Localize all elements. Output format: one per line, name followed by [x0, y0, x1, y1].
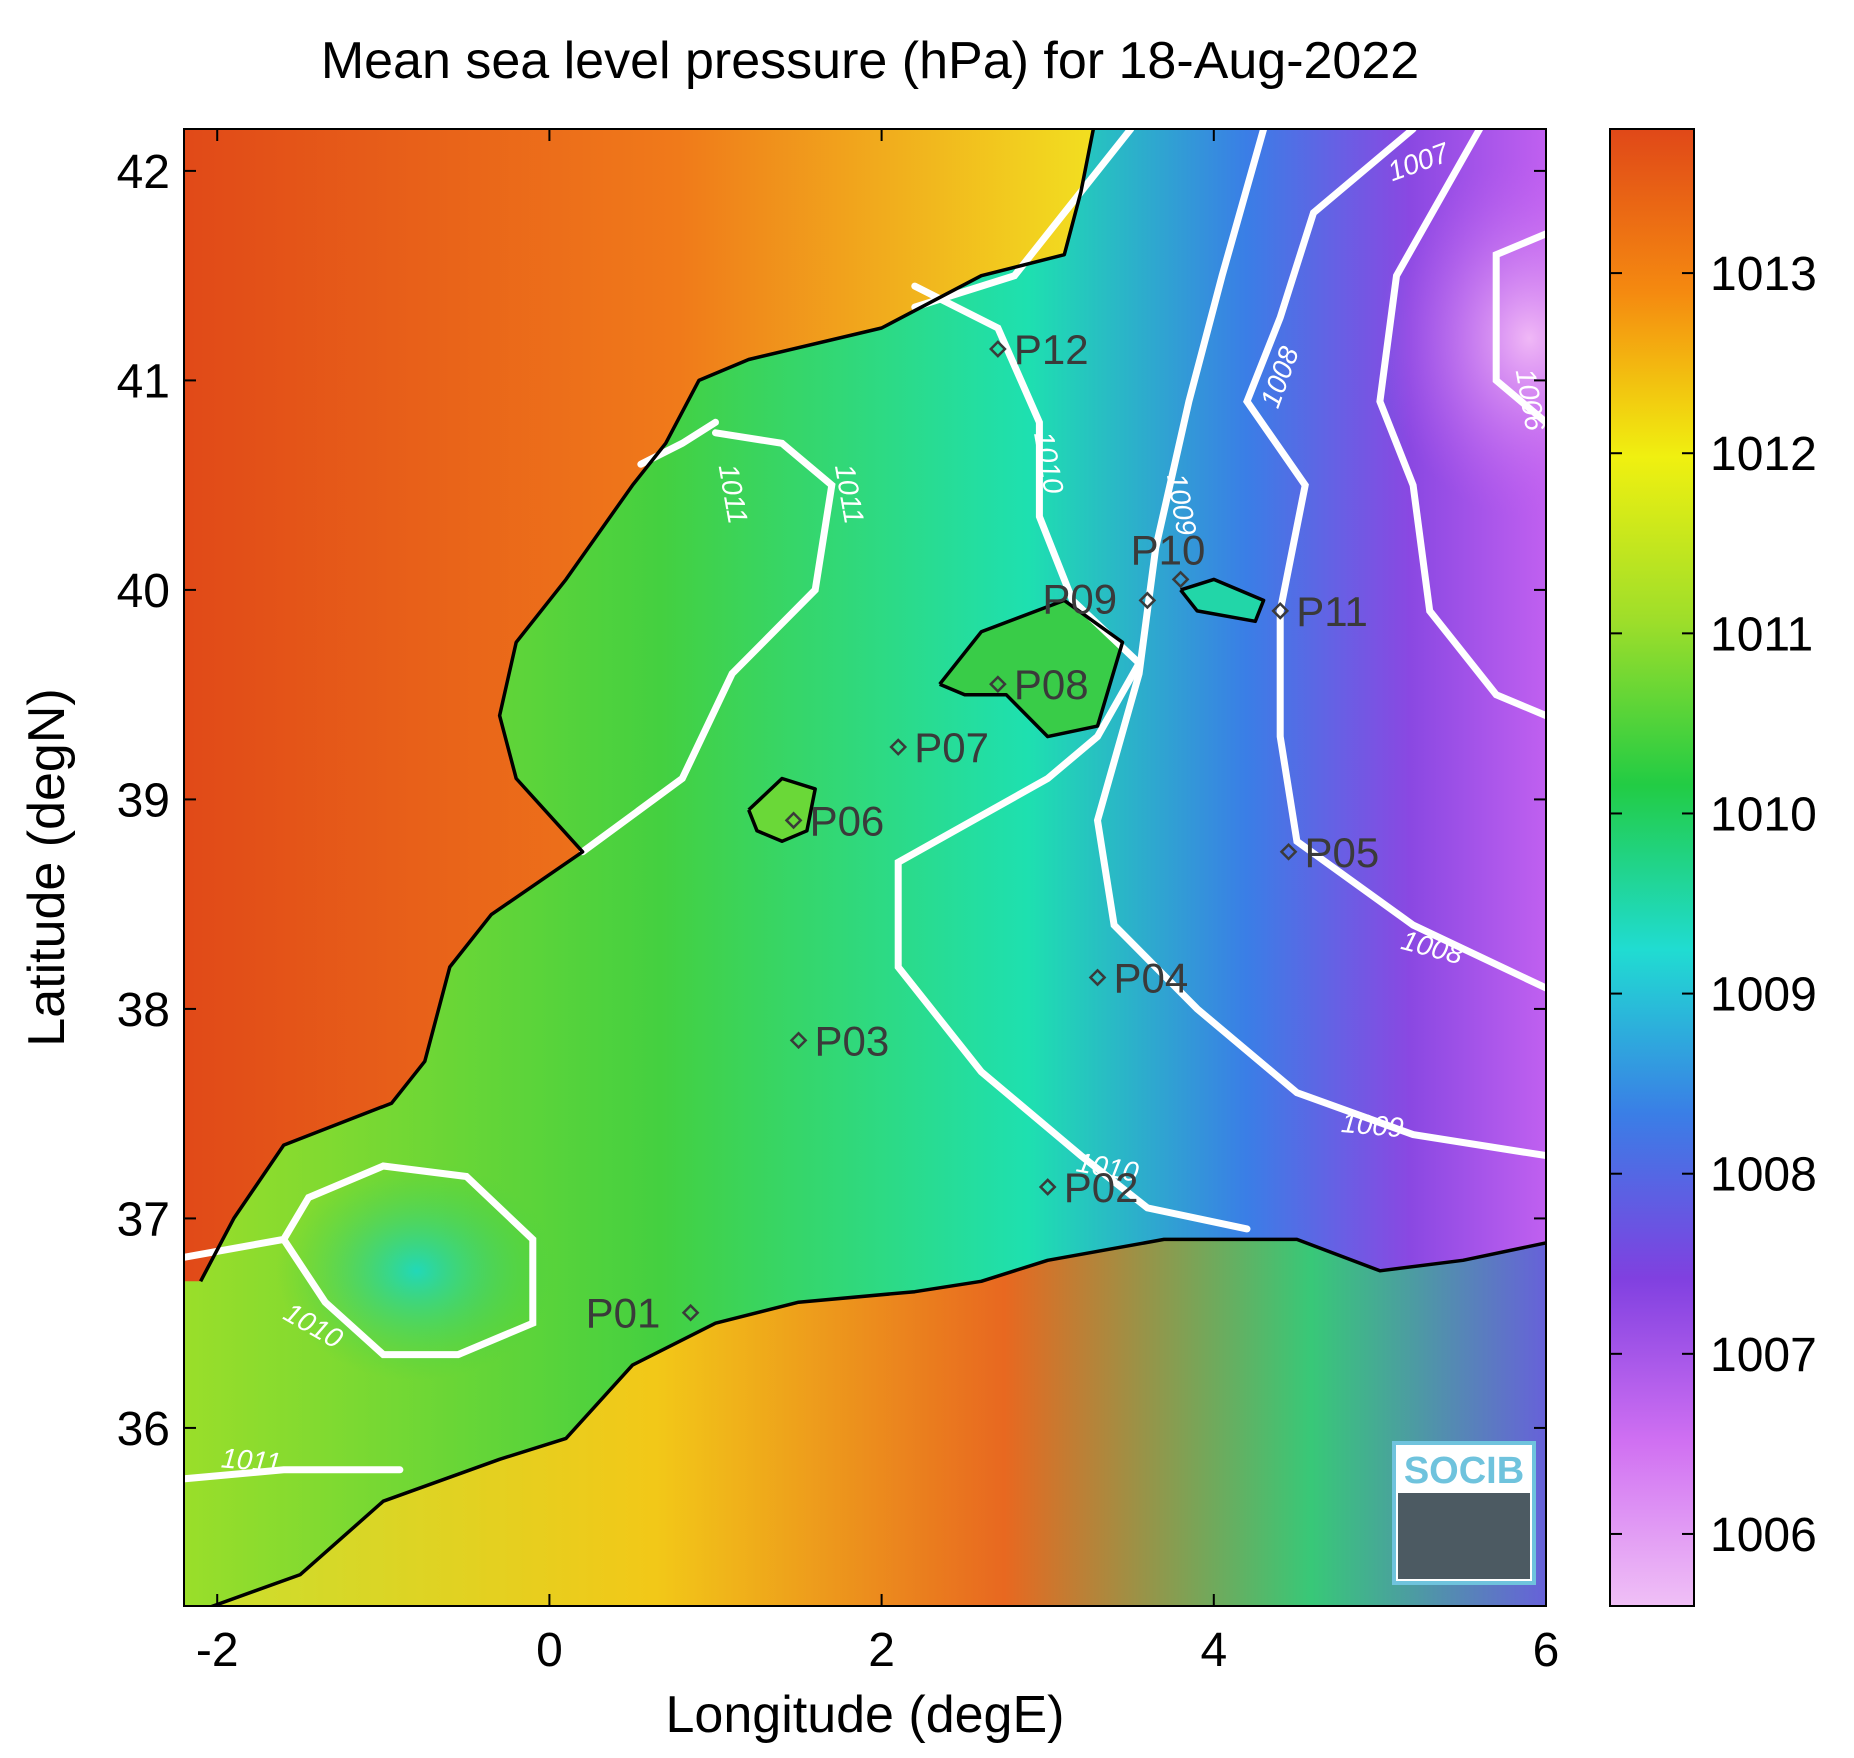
station-marker — [1138, 591, 1157, 610]
y-tick-label: 38 — [117, 984, 170, 1037]
station-label: P11 — [1296, 588, 1368, 635]
coastline-segment — [938, 598, 1125, 739]
station-label: P01 — [586, 1290, 661, 1337]
station-marker — [1271, 602, 1290, 620]
x-tick-label: 2 — [868, 1624, 895, 1677]
x-tick-label: 0 — [536, 1624, 563, 1677]
isobar-line — [1376, 129, 1546, 720]
y-tick-label: 37 — [117, 1193, 170, 1246]
isobar-line — [184, 1162, 537, 1359]
isobar-line — [1093, 129, 1546, 1160]
station-marker — [1279, 842, 1298, 861]
station-marker — [681, 1303, 700, 1322]
isobar-line — [1492, 230, 1546, 426]
coastline-segment — [747, 776, 817, 844]
africa-land-field — [213, 1239, 1546, 1606]
station-marker — [1038, 1178, 1057, 1196]
isobar-line — [911, 129, 1135, 311]
x-axis-label: Longitude (degE) — [666, 1686, 1065, 1744]
station-label: P09 — [1042, 575, 1117, 622]
ibiza-land — [748, 778, 816, 842]
station-label: P08 — [1014, 661, 1089, 708]
coastline-segment — [1179, 577, 1266, 624]
colorbar-tick-label: 1013 — [1710, 248, 1817, 301]
y-tick-label: 40 — [117, 565, 170, 618]
iberia-land-field — [184, 129, 1094, 1282]
plot-frame — [183, 128, 1547, 1607]
station-label: P10 — [1131, 526, 1206, 573]
isobar-line — [184, 1466, 404, 1483]
logo-wave-icon — [1398, 1493, 1530, 1579]
station-marker — [1088, 968, 1107, 987]
coastline — [199, 129, 1546, 1606]
y-axis-ticks: 36 37 38 39 40 41 42 — [117, 146, 1546, 1456]
station-label: P07 — [914, 724, 989, 771]
mallorca-land — [939, 600, 1123, 737]
x-tick-label: -2 — [196, 1624, 239, 1677]
socib-logo: SOCIB — [1392, 1441, 1536, 1585]
station-marker — [889, 738, 908, 756]
isobar-label: 1011 — [220, 1442, 283, 1478]
x-axis-ticks: -2 0 2 4 6 — [196, 129, 1559, 1677]
isobar-line — [1243, 129, 1546, 992]
colorbar-tick-label: 1007 — [1710, 1329, 1817, 1382]
isobar-label: 1009 — [1340, 1107, 1405, 1143]
x-tick-label: 4 — [1200, 1624, 1227, 1677]
colorbar-tick-label: 1011 — [1710, 608, 1813, 661]
logo-text: SOCIB — [1404, 1450, 1524, 1492]
coastline-segment — [207, 1237, 1546, 1606]
station-label: P02 — [1064, 1164, 1139, 1211]
coastline-segment — [199, 129, 1096, 1283]
y-tick-label: 42 — [117, 146, 170, 199]
y-tick-label: 39 — [117, 774, 170, 827]
colorbar-tick-label: 1010 — [1710, 788, 1817, 841]
colorbar-tick-label: 1009 — [1710, 969, 1817, 1022]
colorbar-ticks: 1006 1007 1008 1009 1010 1011 1012 1013 — [1610, 248, 1817, 1562]
x-tick-label: 6 — [1533, 1624, 1560, 1677]
chart-title: Mean sea level pressure (hPa) for 18-Aug… — [321, 32, 1419, 90]
station-marker — [989, 675, 1007, 694]
station-markers: P01 P02 P03 P04 P05 P06 P07 P08 P09 P10 P11 P12 — [586, 326, 1380, 1337]
station-marker — [784, 811, 803, 830]
isobar-line — [579, 429, 836, 856]
y-tick-label: 41 — [117, 355, 170, 408]
colorbar-tick-label: 1008 — [1710, 1149, 1817, 1202]
y-axis-label: Latitude (degN) — [18, 688, 76, 1046]
station-label: P04 — [1114, 954, 1189, 1001]
colorbar-tick-label: 1006 — [1710, 1509, 1817, 1562]
station-marker — [989, 340, 1007, 358]
map-plot-area: 1006100710081008100910091010101010101011… — [184, 129, 1546, 1606]
station-marker — [789, 1031, 808, 1050]
station-marker — [1171, 570, 1190, 589]
station-label: P06 — [810, 797, 885, 844]
station-label: P12 — [1014, 326, 1089, 373]
isobar-contours — [184, 129, 1546, 1483]
y-tick-label: 36 — [117, 1403, 170, 1456]
colorbar — [1609, 128, 1695, 1607]
colorbar-tick-label: 1012 — [1710, 428, 1817, 481]
isobar-line — [894, 282, 1251, 1233]
station-label: P03 — [815, 1017, 890, 1064]
station-label: P05 — [1305, 829, 1380, 876]
